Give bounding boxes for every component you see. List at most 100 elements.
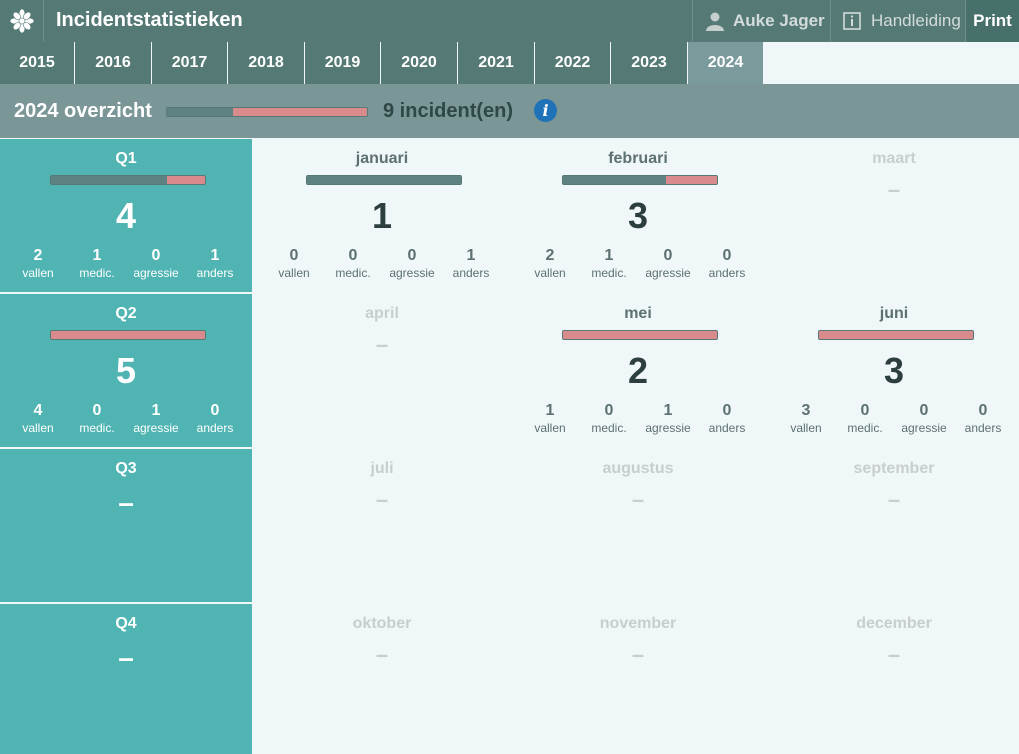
app-logo-icon[interactable] <box>0 0 44 42</box>
no-data-dash: – <box>887 487 901 512</box>
stat-medic.: 0 medic. <box>834 402 896 436</box>
month-title: december <box>856 615 932 632</box>
manual-label: Handleiding <box>871 11 961 30</box>
month-title: oktober <box>352 615 412 632</box>
year-tab-2021[interactable]: 2021 <box>458 42 535 84</box>
quarter-cell-q2[interactable]: Q2 5 4 vallen 0 medic. 1 agressie 0 anders <box>0 294 252 447</box>
month-title: augustus <box>602 460 674 477</box>
stat-value: 1 <box>151 402 161 419</box>
stat-value: 0 <box>860 402 870 419</box>
month-cell-december[interactable]: december – <box>768 604 1019 754</box>
year-tab-2018[interactable]: 2018 <box>228 42 305 84</box>
month-cell-februari[interactable]: februari 3 2 vallen 1 medic. 0 agressie 0 anders <box>512 139 764 292</box>
manual-button[interactable]: Handleiding <box>830 0 965 42</box>
user-button[interactable]: Auke Jager <box>692 0 831 42</box>
incident-ratio-bar <box>306 175 462 185</box>
stat-label: vallen <box>790 421 822 435</box>
stat-label: anders <box>708 266 746 280</box>
quarter-title: Q3 <box>115 460 137 477</box>
stat-agressie: 1 agressie <box>637 402 699 436</box>
no-data-dash: – <box>375 642 389 667</box>
stat-value: 2 <box>33 247 43 264</box>
stat-label: vallen <box>534 421 566 435</box>
year-tab-2023[interactable]: 2023 <box>611 42 688 84</box>
month-title: mei <box>624 305 652 322</box>
month-cell-september[interactable]: september – <box>768 449 1019 602</box>
stat-vallen: 0 vallen <box>263 247 325 281</box>
user-name: Auke Jager <box>733 11 825 30</box>
month-title: april <box>365 305 399 322</box>
stat-agressie: 1 agressie <box>125 402 187 436</box>
stat-label: medic. <box>335 266 371 280</box>
print-button[interactable]: Print <box>965 0 1019 42</box>
stat-anders: 0 anders <box>696 402 758 436</box>
incident-count: 9 incident(en) <box>383 100 514 122</box>
quarter-title: Q1 <box>115 150 137 167</box>
no-data-dash: – <box>631 642 645 667</box>
year-tab-2022[interactable]: 2022 <box>535 42 611 84</box>
stat-value: 1 <box>92 247 102 264</box>
year-tab-2016[interactable]: 2016 <box>75 42 152 84</box>
month-cell-juli[interactable]: juli – <box>256 449 508 602</box>
stat-label: anders <box>708 421 746 435</box>
info-square-icon <box>843 12 861 30</box>
stat-value: 0 <box>151 247 161 264</box>
stat-label: agressie <box>133 266 179 280</box>
year-tab-2019[interactable]: 2019 <box>305 42 381 84</box>
stat-label: agressie <box>645 421 691 435</box>
month-cell-januari[interactable]: januari 1 0 vallen 0 medic. 0 agressie 1 anders <box>256 139 508 292</box>
stat-value: 0 <box>348 247 358 264</box>
year-tab-2017[interactable]: 2017 <box>152 42 228 84</box>
stat-medic.: 1 medic. <box>578 247 640 281</box>
quarter-title: Q4 <box>115 615 137 632</box>
app-title: Incidentstatistieken <box>56 9 243 31</box>
month-title: september <box>853 460 935 477</box>
month-title: februari <box>608 150 668 167</box>
stat-value: 1 <box>663 402 673 419</box>
month-cell-november[interactable]: november – <box>512 604 764 754</box>
stat-label: medic. <box>79 266 115 280</box>
stat-value: 1 <box>466 247 476 264</box>
month-cell-april[interactable]: april – <box>256 294 508 447</box>
month-cell-oktober[interactable]: oktober – <box>256 604 508 754</box>
no-data-dash: – <box>118 642 134 673</box>
info-icon[interactable]: i <box>534 99 557 122</box>
month-title: november <box>599 615 677 632</box>
month-cell-maart[interactable]: maart – <box>768 139 1019 292</box>
stat-value: 4 <box>33 402 43 419</box>
no-data-dash: – <box>887 642 901 667</box>
incident-total: 4 <box>115 195 137 236</box>
quarter-title: Q2 <box>115 305 137 322</box>
stat-label: anders <box>196 266 234 280</box>
month-title: juli <box>370 460 394 477</box>
no-data-dash: – <box>375 332 389 357</box>
stat-anders: 0 anders <box>184 402 246 436</box>
overview-bar: 2024 overzicht 9 incident(en) <box>0 84 1019 138</box>
stat-anders: 0 anders <box>696 247 758 281</box>
stat-vallen: 4 vallen <box>7 402 69 436</box>
incident-ratio-bar <box>50 330 206 340</box>
stat-label: agressie <box>133 421 179 435</box>
incident-ratio-bar <box>562 175 718 185</box>
no-data-dash: – <box>118 487 134 518</box>
stat-label: agressie <box>901 421 947 435</box>
stat-label: vallen <box>534 266 566 280</box>
stat-agressie: 0 agressie <box>381 247 443 281</box>
quarter-cell-q3[interactable]: Q3 – <box>0 449 252 602</box>
stat-value: 0 <box>210 402 220 419</box>
stat-medic.: 0 medic. <box>322 247 384 281</box>
quarter-cell-q4[interactable]: Q4 – <box>0 604 252 754</box>
month-cell-mei[interactable]: mei 2 1 vallen 0 medic. 1 agressie 0 anders <box>512 294 764 447</box>
year-tabs: 2015 2016 2017 2018 2019 2020 2021 2022 2023 2024 <box>0 42 1019 84</box>
month-cell-augustus[interactable]: augustus – <box>512 449 764 602</box>
stat-value: 0 <box>978 402 988 419</box>
stat-value: 0 <box>289 247 299 264</box>
year-tab-2015[interactable]: 2015 <box>0 42 75 84</box>
year-tab-2020[interactable]: 2020 <box>381 42 458 84</box>
incident-ratio-bar <box>50 175 206 185</box>
month-cell-juni[interactable]: juni 3 3 vallen 0 medic. 0 agressie 0 anders <box>768 294 1019 447</box>
quarter-cell-q1[interactable]: Q1 4 2 vallen 1 medic. 0 agressie 1 anders <box>0 139 252 292</box>
year-tab-2024[interactable]: 2024 <box>688 42 764 84</box>
stat-label: agressie <box>389 266 435 280</box>
incident-total: 5 <box>115 350 137 391</box>
